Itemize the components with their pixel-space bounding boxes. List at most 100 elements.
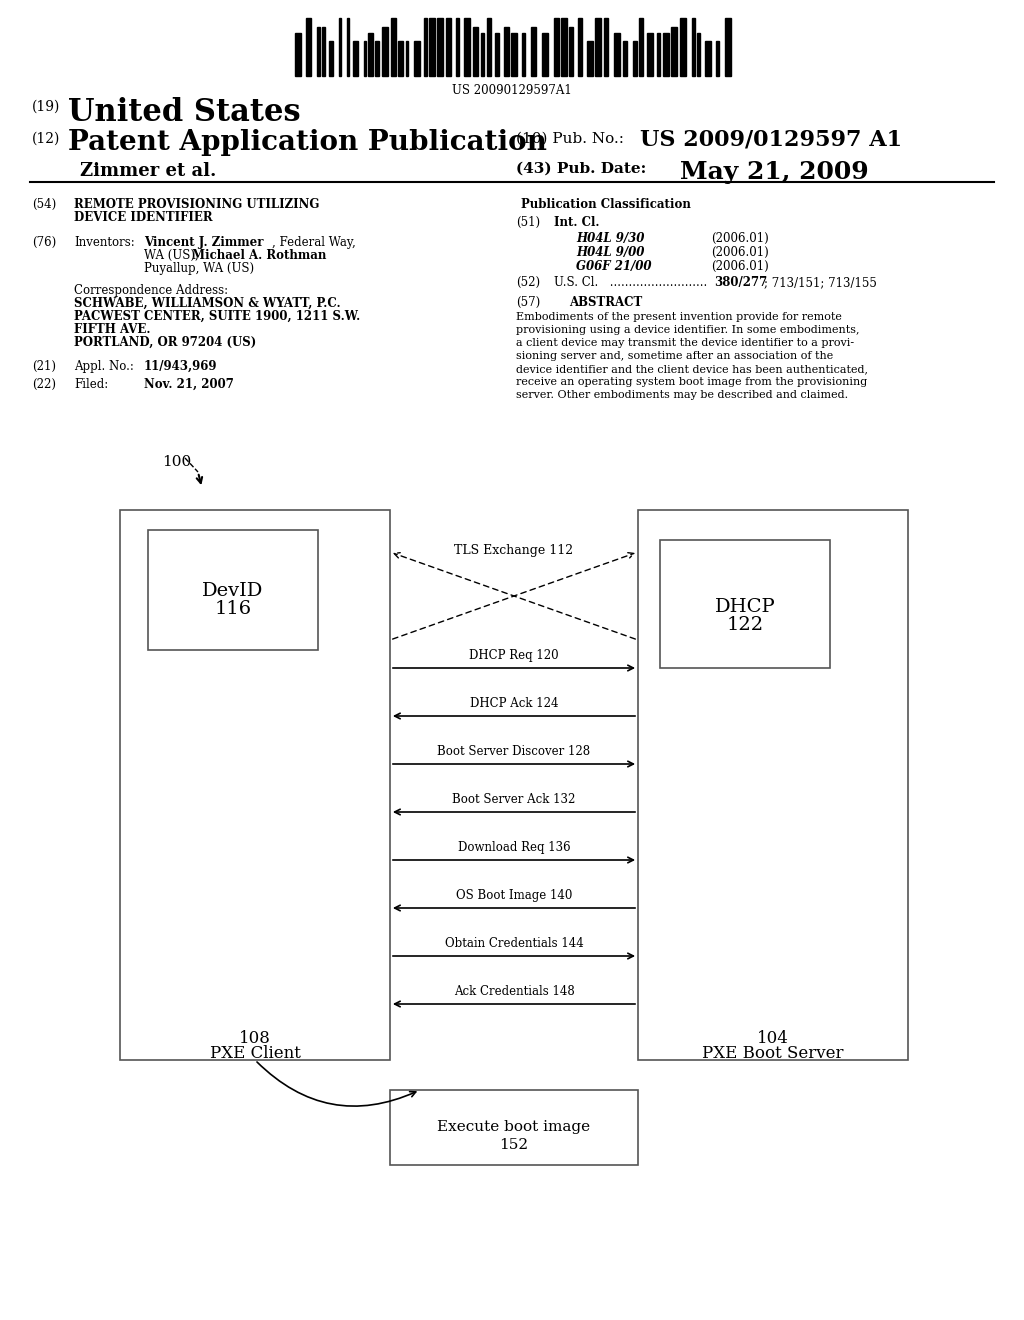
- Bar: [578, 18, 582, 77]
- Bar: [663, 33, 669, 77]
- Text: TLS Exchange 112: TLS Exchange 112: [455, 544, 573, 557]
- FancyBboxPatch shape: [390, 1090, 638, 1166]
- Bar: [347, 18, 349, 77]
- Bar: [542, 33, 548, 77]
- Bar: [382, 26, 388, 77]
- Bar: [554, 18, 559, 77]
- Text: DHCP Ack 124: DHCP Ack 124: [470, 697, 558, 710]
- Bar: [705, 41, 711, 77]
- Text: PORTLAND, OR 97204 (US): PORTLAND, OR 97204 (US): [74, 337, 256, 348]
- Text: Inventors:: Inventors:: [74, 236, 135, 249]
- Text: FIFTH AVE.: FIFTH AVE.: [74, 323, 151, 337]
- Bar: [473, 26, 478, 77]
- Text: server. Other embodiments may be described and claimed.: server. Other embodiments may be describ…: [516, 389, 848, 400]
- Bar: [414, 41, 420, 77]
- Text: SCHWABE, WILLIAMSON & WYATT, P.C.: SCHWABE, WILLIAMSON & WYATT, P.C.: [74, 297, 341, 310]
- Bar: [456, 18, 459, 77]
- Text: 380/277: 380/277: [714, 276, 767, 289]
- Text: H04L 9/30: H04L 9/30: [575, 232, 644, 246]
- Bar: [464, 18, 470, 77]
- Bar: [725, 18, 731, 77]
- Text: Boot Server Ack 132: Boot Server Ack 132: [453, 793, 575, 807]
- Bar: [633, 41, 637, 77]
- FancyBboxPatch shape: [638, 510, 908, 1060]
- Text: G06F 21/00: G06F 21/00: [575, 260, 651, 273]
- Bar: [671, 26, 677, 77]
- Bar: [680, 18, 686, 77]
- Text: Embodiments of the present invention provide for remote: Embodiments of the present invention pro…: [516, 312, 842, 322]
- Text: 116: 116: [214, 601, 252, 618]
- Text: (76): (76): [32, 236, 56, 249]
- Bar: [437, 18, 443, 77]
- Text: (2006.01): (2006.01): [711, 246, 769, 259]
- Text: WA (US);: WA (US);: [144, 249, 203, 261]
- Text: (2006.01): (2006.01): [711, 232, 769, 246]
- Text: (43) Pub. Date:: (43) Pub. Date:: [516, 162, 646, 176]
- Bar: [657, 33, 660, 77]
- Text: H04L 9/00: H04L 9/00: [575, 246, 644, 259]
- FancyBboxPatch shape: [660, 540, 830, 668]
- Text: Execute boot image: Execute boot image: [437, 1119, 591, 1134]
- Bar: [317, 26, 319, 77]
- Text: (19): (19): [32, 100, 60, 114]
- Text: 11/943,969: 11/943,969: [144, 360, 217, 374]
- Text: (51): (51): [516, 216, 540, 228]
- Bar: [398, 41, 403, 77]
- Text: OS Boot Image 140: OS Boot Image 140: [456, 888, 572, 902]
- Bar: [692, 18, 695, 77]
- Text: PXE Client: PXE Client: [210, 1045, 300, 1063]
- Bar: [569, 26, 573, 77]
- Text: Download Req 136: Download Req 136: [458, 841, 570, 854]
- Text: ..........................: ..........................: [606, 276, 711, 289]
- Text: (57): (57): [516, 296, 541, 309]
- Text: REMOTE PROVISIONING UTILIZING: REMOTE PROVISIONING UTILIZING: [74, 198, 319, 211]
- Bar: [511, 33, 517, 77]
- FancyBboxPatch shape: [148, 531, 318, 649]
- Text: Obtain Credentials 144: Obtain Credentials 144: [444, 937, 584, 950]
- Text: DHCP Req 120: DHCP Req 120: [469, 649, 559, 663]
- Bar: [429, 18, 435, 77]
- Text: Publication Classification: Publication Classification: [521, 198, 691, 211]
- Text: Boot Server Discover 128: Boot Server Discover 128: [437, 744, 591, 758]
- Bar: [531, 26, 536, 77]
- Text: DEVICE IDENTIFIER: DEVICE IDENTIFIER: [74, 211, 213, 224]
- Text: ; 713/151; 713/155: ; 713/151; 713/155: [764, 276, 877, 289]
- Bar: [481, 33, 484, 77]
- Bar: [504, 26, 509, 77]
- Bar: [339, 18, 341, 77]
- Text: 152: 152: [500, 1138, 528, 1152]
- Text: ABSTRACT: ABSTRACT: [569, 296, 643, 309]
- Text: United States: United States: [68, 96, 301, 128]
- Text: Nov. 21, 2007: Nov. 21, 2007: [144, 378, 233, 391]
- Text: DevID: DevID: [203, 582, 264, 601]
- Bar: [306, 18, 311, 77]
- Bar: [647, 33, 653, 77]
- Bar: [522, 33, 525, 77]
- Text: (12): (12): [32, 132, 60, 147]
- Bar: [368, 33, 373, 77]
- Text: , Federal Way,: , Federal Way,: [272, 236, 355, 249]
- Text: receive an operating system boot image from the provisioning: receive an operating system boot image f…: [516, 378, 867, 387]
- Text: Vincent J. Zimmer: Vincent J. Zimmer: [144, 236, 263, 249]
- Text: US 20090129597A1: US 20090129597A1: [453, 84, 571, 96]
- Text: (52): (52): [516, 276, 540, 289]
- Bar: [375, 41, 379, 77]
- Text: Filed:: Filed:: [74, 378, 109, 391]
- Bar: [322, 26, 325, 77]
- Text: device identifier and the client device has been authenticated,: device identifier and the client device …: [516, 364, 868, 374]
- Bar: [446, 18, 451, 77]
- Bar: [295, 33, 301, 77]
- Text: (21): (21): [32, 360, 56, 374]
- Text: 122: 122: [726, 616, 764, 634]
- Bar: [406, 41, 408, 77]
- Bar: [604, 18, 608, 77]
- Bar: [561, 18, 567, 77]
- Bar: [329, 41, 333, 77]
- Text: (54): (54): [32, 198, 56, 211]
- Text: U.S. Cl.: U.S. Cl.: [554, 276, 598, 289]
- Bar: [391, 18, 396, 77]
- Bar: [364, 41, 366, 77]
- Text: 104: 104: [757, 1030, 788, 1047]
- FancyBboxPatch shape: [120, 510, 390, 1060]
- Text: 100: 100: [162, 455, 191, 469]
